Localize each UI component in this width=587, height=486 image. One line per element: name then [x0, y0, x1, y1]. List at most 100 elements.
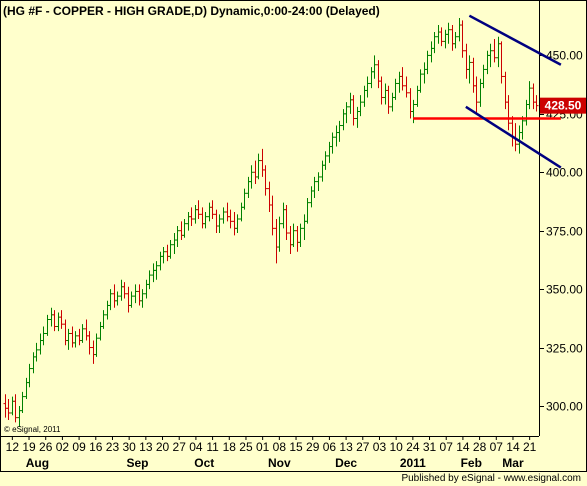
price-bar: [284, 204, 289, 241]
price-bar: [316, 172, 321, 191]
price-bar: [446, 22, 451, 44]
price-bar: [379, 76, 384, 105]
y-tick-label: 375.00: [546, 225, 583, 239]
x-tick-label: 15: [289, 440, 303, 454]
x-tick-label: 10: [389, 440, 403, 454]
y-tick-label: 300.00: [546, 400, 583, 414]
price-bar: [474, 76, 479, 114]
last-price-box: [540, 97, 586, 114]
price-bar: [34, 342, 39, 362]
x-tick-label: 27: [356, 440, 370, 454]
x-tick-label: 24: [406, 440, 420, 454]
price-bar: [87, 331, 92, 355]
price-bar: [133, 284, 138, 304]
price-bar: [520, 116, 525, 140]
price-bar: [256, 153, 261, 180]
x-tick-label: 30: [122, 440, 136, 454]
x-month-label: Sep: [126, 456, 148, 470]
price-bar: [492, 39, 497, 63]
y-tick-label: 450.00: [546, 49, 583, 63]
price-bar: [115, 291, 120, 306]
price-bar: [506, 95, 511, 131]
price-bar: [418, 69, 423, 93]
price-bar: [52, 310, 57, 332]
x-month-label: Oct: [194, 456, 214, 470]
price-bar: [94, 333, 99, 357]
price-bar: [129, 291, 134, 308]
x-tick-label: 18: [223, 440, 237, 454]
price-bar: [534, 95, 539, 112]
price-bar: [59, 310, 64, 329]
price-bar: [249, 165, 254, 189]
x-month-label: Mar: [502, 456, 524, 470]
price-bar: [312, 176, 317, 198]
x-tick-label: 12: [6, 440, 20, 454]
upper-channel-line: [468, 14, 562, 66]
x-tick-label: 03: [373, 440, 387, 454]
price-bar: [175, 226, 180, 248]
x-tick-label: 19: [22, 440, 36, 454]
x-tick-label: 21: [523, 440, 537, 454]
x-tick-label: 14: [456, 440, 470, 454]
price-bar: [499, 41, 504, 84]
lower-channel-line: [465, 105, 562, 169]
price-bar: [488, 43, 493, 68]
x-tick-label: 07: [490, 440, 504, 454]
price-bar: [140, 289, 145, 308]
price-bar: [228, 209, 233, 229]
price-bar: [453, 32, 458, 49]
copyright-label: © eSignal, 2011: [4, 425, 61, 434]
x-tick-label: 27: [173, 440, 187, 454]
price-bar: [196, 200, 201, 219]
price-bar: [242, 188, 247, 210]
x-month-label: 2011: [400, 456, 426, 470]
x-tick-label: 23: [106, 440, 120, 454]
price-bar: [66, 328, 71, 350]
price-bar: [344, 102, 349, 124]
price-bar: [235, 214, 240, 234]
price-bar: [337, 120, 342, 142]
price-bar: [425, 50, 430, 75]
price-bar: [323, 151, 328, 170]
price-bar: [365, 76, 370, 98]
price-bar: [154, 261, 159, 280]
price-bar: [217, 214, 222, 234]
x-tick-label: 09: [72, 440, 86, 454]
x-tick-label: 16: [89, 440, 103, 454]
price-bar: [277, 216, 282, 252]
price-bar: [45, 314, 50, 336]
price-bar: [400, 67, 405, 91]
price-bar: [298, 223, 303, 248]
x-tick-label: 08: [273, 440, 287, 454]
price-bar: [372, 55, 377, 79]
price-bar: [291, 223, 296, 248]
price-bar: [351, 95, 356, 126]
x-tick-label: 06: [323, 440, 337, 454]
x-tick-label: 28: [473, 440, 487, 454]
x-tick-label: 25: [239, 440, 253, 454]
last-price-badge: 428.50: [540, 97, 586, 114]
chart-title: (HG #F - COPPER - HIGH GRADE,D) Dynamic,…: [3, 4, 380, 18]
price-bar: [108, 289, 113, 311]
price-bar: [147, 270, 152, 290]
price-bar: [27, 363, 32, 388]
x-tick-label: 13: [139, 440, 153, 454]
price-bar: [161, 247, 166, 264]
price-bar: [305, 197, 310, 224]
trend-lines: [413, 14, 562, 169]
price-bar: [432, 32, 437, 54]
x-axis: 12 19 26 02 09 16 23 30 13 20 27 04 11 18 25 01 08 15 29 06…: [6, 436, 537, 470]
price-bar: [467, 55, 472, 84]
price-bar: [182, 219, 187, 238]
x-month-label: Feb: [461, 456, 482, 470]
price-bars: [3, 18, 539, 427]
price-bar: [527, 81, 532, 110]
price-bar: [122, 282, 127, 299]
price-bar: [386, 85, 391, 114]
x-tick-label: 20: [156, 440, 170, 454]
price-bar: [101, 310, 106, 329]
price-bar: [41, 326, 46, 346]
y-tick-label: 325.00: [546, 342, 583, 356]
price-bar: [13, 394, 18, 423]
